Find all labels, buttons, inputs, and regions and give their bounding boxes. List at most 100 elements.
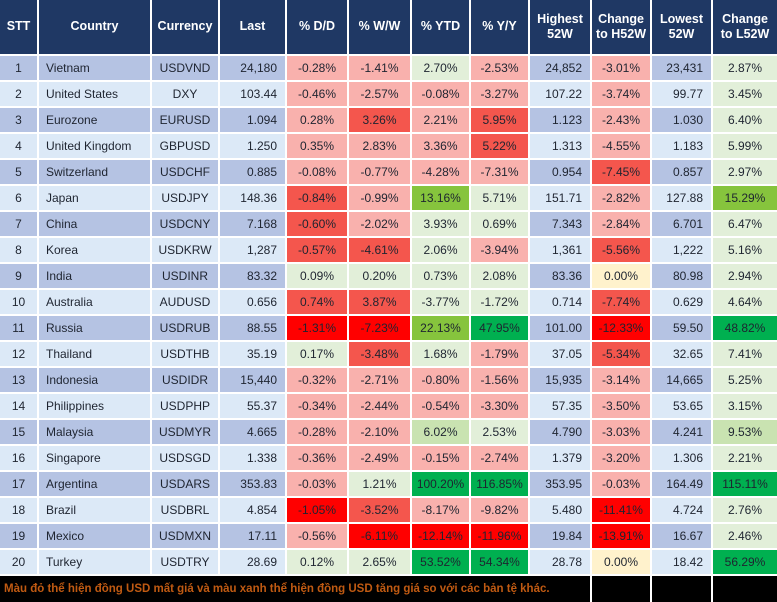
cell-currency: USDIDR <box>152 368 220 394</box>
table-row: 11 Russia USDRUB 88.55 -1.31% -7.23% 22.13% 47.… <box>0 316 777 342</box>
cell-ytd: 3.93% <box>412 212 471 238</box>
footer-note: Màu đỏ thể hiện đồng USD mất giá và màu … <box>0 576 592 602</box>
cell-yy: -3.94% <box>471 238 530 264</box>
cell-chg-l52w: 6.47% <box>713 212 777 238</box>
table-row: 5 Switzerland USDCHF 0.885 -0.08% -0.77% -4.28… <box>0 160 777 186</box>
cell-ww: 3.87% <box>349 290 412 316</box>
cell-last: 103.44 <box>220 82 287 108</box>
cell-country: Japan <box>39 186 152 212</box>
cell-chg-l52w: 3.45% <box>713 82 777 108</box>
cell-low52w: 18.42 <box>652 550 713 576</box>
table-row: 3 Eurozone EURUSD 1.094 0.28% 3.26% 2.21% 5.95%… <box>0 108 777 134</box>
cell-ytd: 2.21% <box>412 108 471 134</box>
cell-stt: 15 <box>0 420 39 446</box>
cell-last: 17.11 <box>220 524 287 550</box>
cell-high52w: 15,935 <box>530 368 592 394</box>
cell-yy: -7.31% <box>471 160 530 186</box>
cell-stt: 18 <box>0 498 39 524</box>
cell-last: 1.338 <box>220 446 287 472</box>
cell-chg-l52w: 2.76% <box>713 498 777 524</box>
cell-ytd: -0.80% <box>412 368 471 394</box>
cell-yy: 2.08% <box>471 264 530 290</box>
cell-chg-l52w: 15.29% <box>713 186 777 212</box>
cell-chg-h52w: 0.00% <box>592 550 652 576</box>
cell-ww: -0.99% <box>349 186 412 212</box>
cell-currency: USDTHB <box>152 342 220 368</box>
cell-currency: USDMXN <box>152 524 220 550</box>
cell-low52w: 59.50 <box>652 316 713 342</box>
cell-dd: -0.60% <box>287 212 349 238</box>
cell-country: Korea <box>39 238 152 264</box>
cell-yy: -1.79% <box>471 342 530 368</box>
cell-ytd: -8.17% <box>412 498 471 524</box>
cell-dd: -0.28% <box>287 56 349 82</box>
cell-currency: EURUSD <box>152 108 220 134</box>
column-header-ww: % W/W <box>349 0 412 56</box>
cell-stt: 16 <box>0 446 39 472</box>
cell-low52w: 1.030 <box>652 108 713 134</box>
cell-chg-l52w: 2.94% <box>713 264 777 290</box>
cell-yy: 5.22% <box>471 134 530 160</box>
cell-last: 148.36 <box>220 186 287 212</box>
cell-ytd: 1.68% <box>412 342 471 368</box>
cell-last: 15,440 <box>220 368 287 394</box>
cell-ww: -1.41% <box>349 56 412 82</box>
cell-chg-l52w: 5.99% <box>713 134 777 160</box>
footer-empty-cell <box>713 576 777 602</box>
cell-high52w: 7.343 <box>530 212 592 238</box>
cell-chg-h52w: -5.56% <box>592 238 652 264</box>
cell-last: 353.83 <box>220 472 287 498</box>
cell-currency: USDVND <box>152 56 220 82</box>
column-header-dd: % D/D <box>287 0 349 56</box>
cell-ww: -6.11% <box>349 524 412 550</box>
cell-stt: 10 <box>0 290 39 316</box>
cell-chg-h52w: -11.41% <box>592 498 652 524</box>
cell-last: 1.250 <box>220 134 287 160</box>
cell-ytd: -0.08% <box>412 82 471 108</box>
cell-yy: 116.85% <box>471 472 530 498</box>
cell-dd: -0.03% <box>287 472 349 498</box>
cell-dd: 0.12% <box>287 550 349 576</box>
cell-last: 7.168 <box>220 212 287 238</box>
cell-country: Switzerland <box>39 160 152 186</box>
cell-yy: -11.96% <box>471 524 530 550</box>
cell-chg-l52w: 56.29% <box>713 550 777 576</box>
cell-ytd: 100.20% <box>412 472 471 498</box>
cell-chg-h52w: -3.20% <box>592 446 652 472</box>
cell-country: United States <box>39 82 152 108</box>
cell-ytd: -0.54% <box>412 394 471 420</box>
cell-ww: 3.26% <box>349 108 412 134</box>
cell-last: 0.656 <box>220 290 287 316</box>
cell-high52w: 37.05 <box>530 342 592 368</box>
cell-ytd: 22.13% <box>412 316 471 342</box>
cell-high52w: 1.313 <box>530 134 592 160</box>
cell-country: Malaysia <box>39 420 152 446</box>
column-header-highest-52w: Highest 52W <box>530 0 592 56</box>
cell-last: 35.19 <box>220 342 287 368</box>
cell-ww: -7.23% <box>349 316 412 342</box>
cell-currency: USDJPY <box>152 186 220 212</box>
cell-last: 1.094 <box>220 108 287 134</box>
cell-high52w: 1.379 <box>530 446 592 472</box>
cell-high52w: 0.714 <box>530 290 592 316</box>
cell-chg-l52w: 3.15% <box>713 394 777 420</box>
table-header: STT Country Currency Last % D/D % W/W % … <box>0 0 777 56</box>
table-row: 16 Singapore USDSGD 1.338 -0.36% -2.49% -0.15%… <box>0 446 777 472</box>
table-row: 15 Malaysia USDMYR 4.665 -0.28% -2.10% 6.02% 2.… <box>0 420 777 446</box>
cell-chg-h52w: -2.43% <box>592 108 652 134</box>
cell-stt: 9 <box>0 264 39 290</box>
cell-ww: 1.21% <box>349 472 412 498</box>
cell-ytd: -3.77% <box>412 290 471 316</box>
cell-ww: 0.20% <box>349 264 412 290</box>
cell-ww: -2.10% <box>349 420 412 446</box>
cell-currency: AUDUSD <box>152 290 220 316</box>
cell-chg-l52w: 6.40% <box>713 108 777 134</box>
cell-country: Russia <box>39 316 152 342</box>
cell-chg-l52w: 4.64% <box>713 290 777 316</box>
cell-ww: -2.02% <box>349 212 412 238</box>
cell-stt: 4 <box>0 134 39 160</box>
cell-stt: 20 <box>0 550 39 576</box>
cell-dd: -0.08% <box>287 160 349 186</box>
cell-last: 24,180 <box>220 56 287 82</box>
